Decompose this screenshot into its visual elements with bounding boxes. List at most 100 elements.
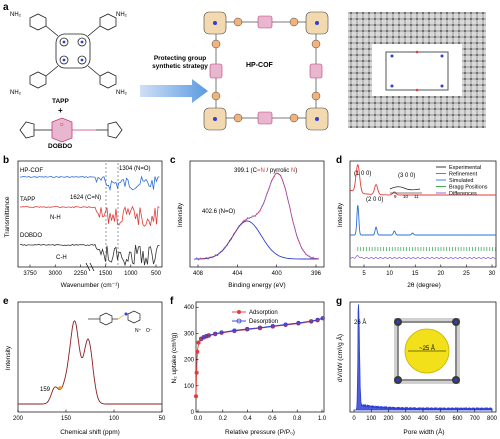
sorption-point-desorption [315, 317, 320, 322]
sorption-point-desorption [309, 319, 314, 324]
ir-tick-label: 3000 [49, 271, 63, 277]
xrd-legend-label: Simulated [449, 178, 473, 184]
panel-letter-f: f [170, 296, 174, 307]
legend-desorption-label: Desorption [249, 319, 278, 325]
xrd-peak-100: (1 0 0) [354, 171, 371, 177]
pore-3d-rendering [348, 12, 486, 128]
nh2-label-1: NH₂ [10, 12, 22, 18]
nmr-chart: 159 N⁺ O⁻ 200 150 100 50 Intensity Chemical… [5, 301, 166, 436]
xrd-legend-label: Refinement [449, 172, 478, 178]
sorption-point-adsorption [195, 349, 200, 354]
sorption-point-adsorption [193, 394, 199, 399]
ir-label-dobdo: DOBDO [20, 233, 42, 239]
panel-letter-d: d [336, 155, 343, 166]
xrd-tick-label: 30 [489, 271, 496, 277]
sorption-point-desorption [199, 336, 204, 341]
pore-inset-image [394, 318, 460, 384]
sorption-ytick-label: 100 [184, 384, 195, 390]
ir-series-tapp [19, 205, 160, 227]
xrd-tick-label: 25 [463, 271, 470, 277]
xps-peak1-label: 402.6 (N=O) [202, 209, 235, 215]
plus-sign: + [58, 106, 63, 115]
synthesis-arrow [140, 79, 208, 103]
pore-tick-label: 600 [452, 416, 463, 422]
xrd-bragg-positions [357, 247, 496, 251]
nmr-xticks: 200 150 100 50 [13, 409, 166, 422]
xrd-differences [349, 255, 497, 259]
xrd-experimental [349, 163, 496, 196]
xps-tick-label: 404 [232, 271, 243, 277]
ir-peak-cn: 1624 (C=N) [70, 195, 101, 201]
ir-nh: N-H [50, 215, 61, 221]
pore-tick-label: 100 [366, 416, 377, 422]
pore-tick-label: 0 [352, 416, 356, 422]
sorption-point-adsorption [196, 340, 201, 345]
legend-desorption-marker [236, 318, 242, 324]
nmr-tick-label: 100 [109, 416, 120, 422]
ir-series-hpcof [19, 175, 160, 192]
panel-letter-b: b [3, 155, 10, 166]
oxygen-label: O [60, 122, 64, 127]
arrow-text-line1: Protecting group [153, 55, 207, 62]
sorption-yticks: 0 100 200 300 400 [184, 305, 199, 416]
pore-ylabel: dV/dW (cm³/g Å) [335, 334, 344, 382]
xps-xticks: 408 404 400 396 [193, 264, 322, 277]
nmr-tick-label: 150 [61, 416, 72, 422]
xrd-tick-label: 15 [412, 271, 419, 277]
nmr-n-atom [124, 312, 128, 316]
xps-plot-frame [189, 160, 325, 268]
xps-peak2-close: ) [295, 168, 297, 174]
sorption-ytick-label: 200 [184, 358, 195, 364]
pore-inset-label: ~25 Å [419, 345, 435, 352]
xrd-tick-label: 10 [386, 271, 393, 277]
nmr-fragment-structure [88, 310, 141, 326]
ir-ylabel: Transmittance [4, 196, 11, 237]
legend-adsorption-label: Adsorption [249, 310, 278, 316]
sorption-tick-label: 1.0 [318, 416, 327, 422]
tapp-structure: NH₂ NH₂ NH₂ NH₂ [10, 12, 128, 96]
sorption-point-desorption [213, 331, 218, 336]
ir-series-dobdo [19, 243, 160, 267]
tapp-label: TAPP [52, 98, 69, 105]
nmr-xlabel: Chemical shift (ppm) [60, 429, 120, 436]
sorption-point-desorption [257, 325, 263, 330]
xrd-inset-tick-10: 10 [403, 194, 409, 199]
pore-xticks: 0 100 200 300 400 500 600 700 800 [352, 409, 498, 422]
panel-letter-c: c [170, 155, 176, 166]
pxrd-chart: (1 0 0) (2 0 0) (3 0 0) 9 10 11 Experime… [337, 160, 497, 289]
pore-tick-label: 300 [401, 416, 412, 422]
sorption-point-desorption [296, 320, 301, 326]
pore-size-chart: 26 Å ~25 Å 0 100 200 300 400 500 600 700 800 dV/… [335, 301, 498, 436]
ir-tick-label: 1500 [99, 271, 113, 277]
sorption-point-adsorption [194, 370, 199, 375]
ir-tick-label: 1000 [124, 271, 138, 277]
sorption-point-desorption [206, 333, 211, 338]
xrd-inset-curve [389, 186, 421, 191]
xps-peak2-mid: / pyrrolic [265, 168, 291, 174]
nmr-tick-label: 200 [13, 416, 24, 422]
sorption-tick-label: 0.0 [194, 416, 203, 422]
xrd-peak-200: (2 0 0) [366, 197, 383, 203]
nmr-ylabel: Intensity [5, 345, 12, 370]
xps-ylabel: Intensity [177, 202, 184, 227]
xps-chart: 402.6 (N=O) 399.1 (C=N / pyrrolic N) 408… [177, 160, 325, 289]
sorption-point-desorption [283, 322, 288, 327]
xrd-xlabel: 2θ (degree) [407, 282, 441, 289]
legend-adsorption-marker [237, 310, 241, 314]
sorption-point-desorption [270, 324, 275, 329]
sorption-plot-frame [195, 301, 325, 413]
ir-label-hpcof: HP-COF [20, 168, 43, 174]
pore-peak-label: 26 Å [354, 319, 366, 326]
xrd-xticks: 5 10 15 20 25 30 [362, 264, 496, 277]
ir-tick-label: 500 [151, 271, 162, 277]
xps-peak2-n: N [261, 168, 265, 174]
xrd-tick-label: 5 [362, 271, 366, 277]
pore-tick-label: 700 [470, 416, 481, 422]
sorption-ylabel: N₂ uptake (cm³/g) [171, 333, 178, 384]
sorption-point-desorption [219, 330, 224, 335]
sorption-series [193, 316, 325, 399]
nmr-o-minus: O⁻ [146, 328, 153, 334]
panel-letter-e: e [3, 296, 9, 307]
xps-peak2-prefix: 399.1 (C [234, 168, 258, 174]
